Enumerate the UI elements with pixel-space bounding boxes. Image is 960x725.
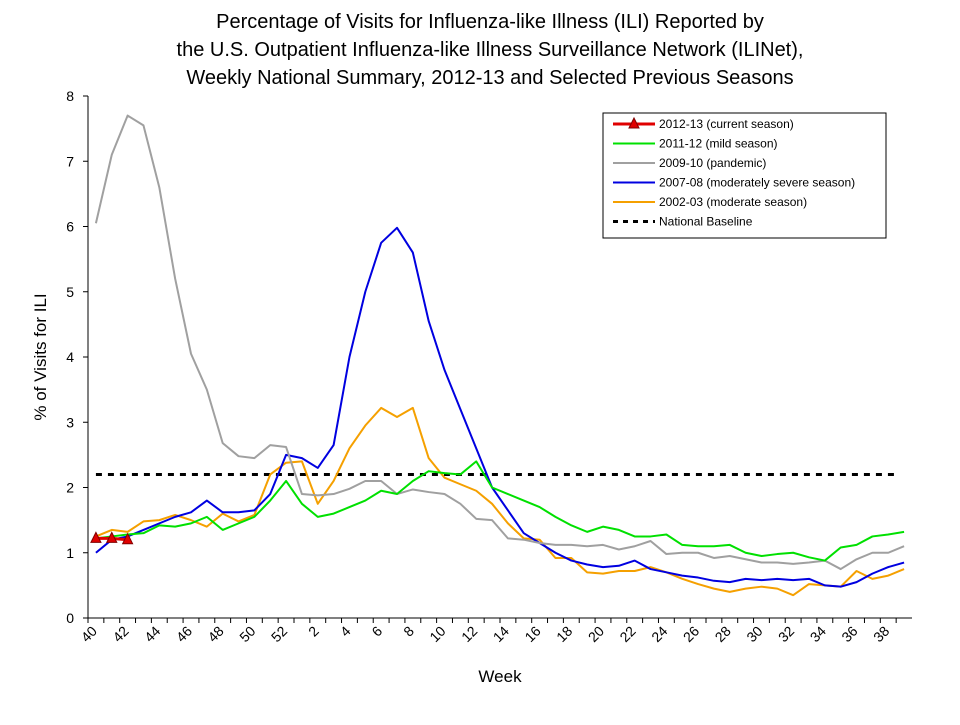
chart-title: Percentage of Visits for Influenza-like … (216, 11, 764, 33)
y-tick-label: 6 (66, 219, 74, 235)
series-marker (121, 532, 134, 545)
x-tick-label: 26 (680, 623, 702, 645)
legend-label: 2007-08 (moderately severe season) (659, 176, 855, 190)
series-line (94, 114, 905, 571)
x-tick-label: 14 (490, 623, 512, 645)
y-tick-label: 5 (66, 284, 74, 300)
series-marker (105, 531, 118, 543)
legend-label: 2011-12 (mild season) (659, 137, 778, 151)
x-tick-label: 44 (141, 623, 163, 645)
y-tick-label: 1 (66, 545, 74, 561)
legend-label: 2009-10 (pandemic) (659, 156, 766, 170)
x-tick-label: 30 (743, 623, 765, 645)
x-tick-label: 16 (521, 623, 543, 645)
y-tick-label: 7 (66, 153, 74, 169)
x-tick-label: 10 (426, 623, 448, 645)
x-tick-label: 4 (337, 623, 354, 640)
x-tick-label: 40 (78, 623, 100, 645)
x-tick-label: 20 (585, 623, 607, 645)
legend-label: 2002-03 (moderate season) (659, 195, 807, 209)
chart-title: the U.S. Outpatient Influenza-like Illne… (177, 39, 804, 61)
y-tick-label: 8 (66, 88, 74, 104)
x-tick-label: 52 (268, 623, 290, 645)
y-tick-label: 2 (66, 480, 74, 496)
legend-label: National Baseline (659, 215, 753, 229)
x-tick-label: 36 (838, 623, 860, 645)
x-tick-label: 18 (553, 623, 575, 645)
x-tick-label: 34 (807, 623, 829, 645)
y-tick-label: 0 (66, 610, 74, 626)
x-tick-label: 46 (173, 623, 195, 645)
series-line (95, 460, 905, 562)
x-tick-label: 8 (400, 623, 417, 640)
x-tick-label: 12 (458, 623, 480, 645)
x-tick-label: 48 (204, 623, 226, 645)
x-tick-label: 24 (648, 623, 670, 645)
x-axis-label: Week (478, 667, 522, 686)
y-tick-label: 4 (66, 349, 74, 365)
x-tick-label: 38 (870, 623, 892, 645)
x-tick-label: 2 (305, 623, 322, 640)
series-line (95, 406, 905, 597)
series-line (95, 226, 905, 588)
x-tick-label: 32 (775, 623, 797, 645)
series-marker (90, 531, 102, 543)
legend-marker (628, 116, 640, 129)
y-tick-label: 3 (66, 414, 74, 430)
y-axis-label: % of Visits for ILI (31, 293, 50, 420)
x-tick-label: 50 (236, 623, 258, 645)
x-tick-label: 22 (616, 623, 638, 645)
x-tick-label: 28 (712, 623, 734, 645)
legend-label: 2012-13 (current season) (659, 117, 794, 131)
x-tick-label: 42 (109, 623, 131, 645)
x-tick-label: 6 (368, 623, 385, 640)
legend-box (602, 112, 887, 239)
chart-title: Weekly National Summary, 2012-13 and Sel… (186, 67, 793, 89)
